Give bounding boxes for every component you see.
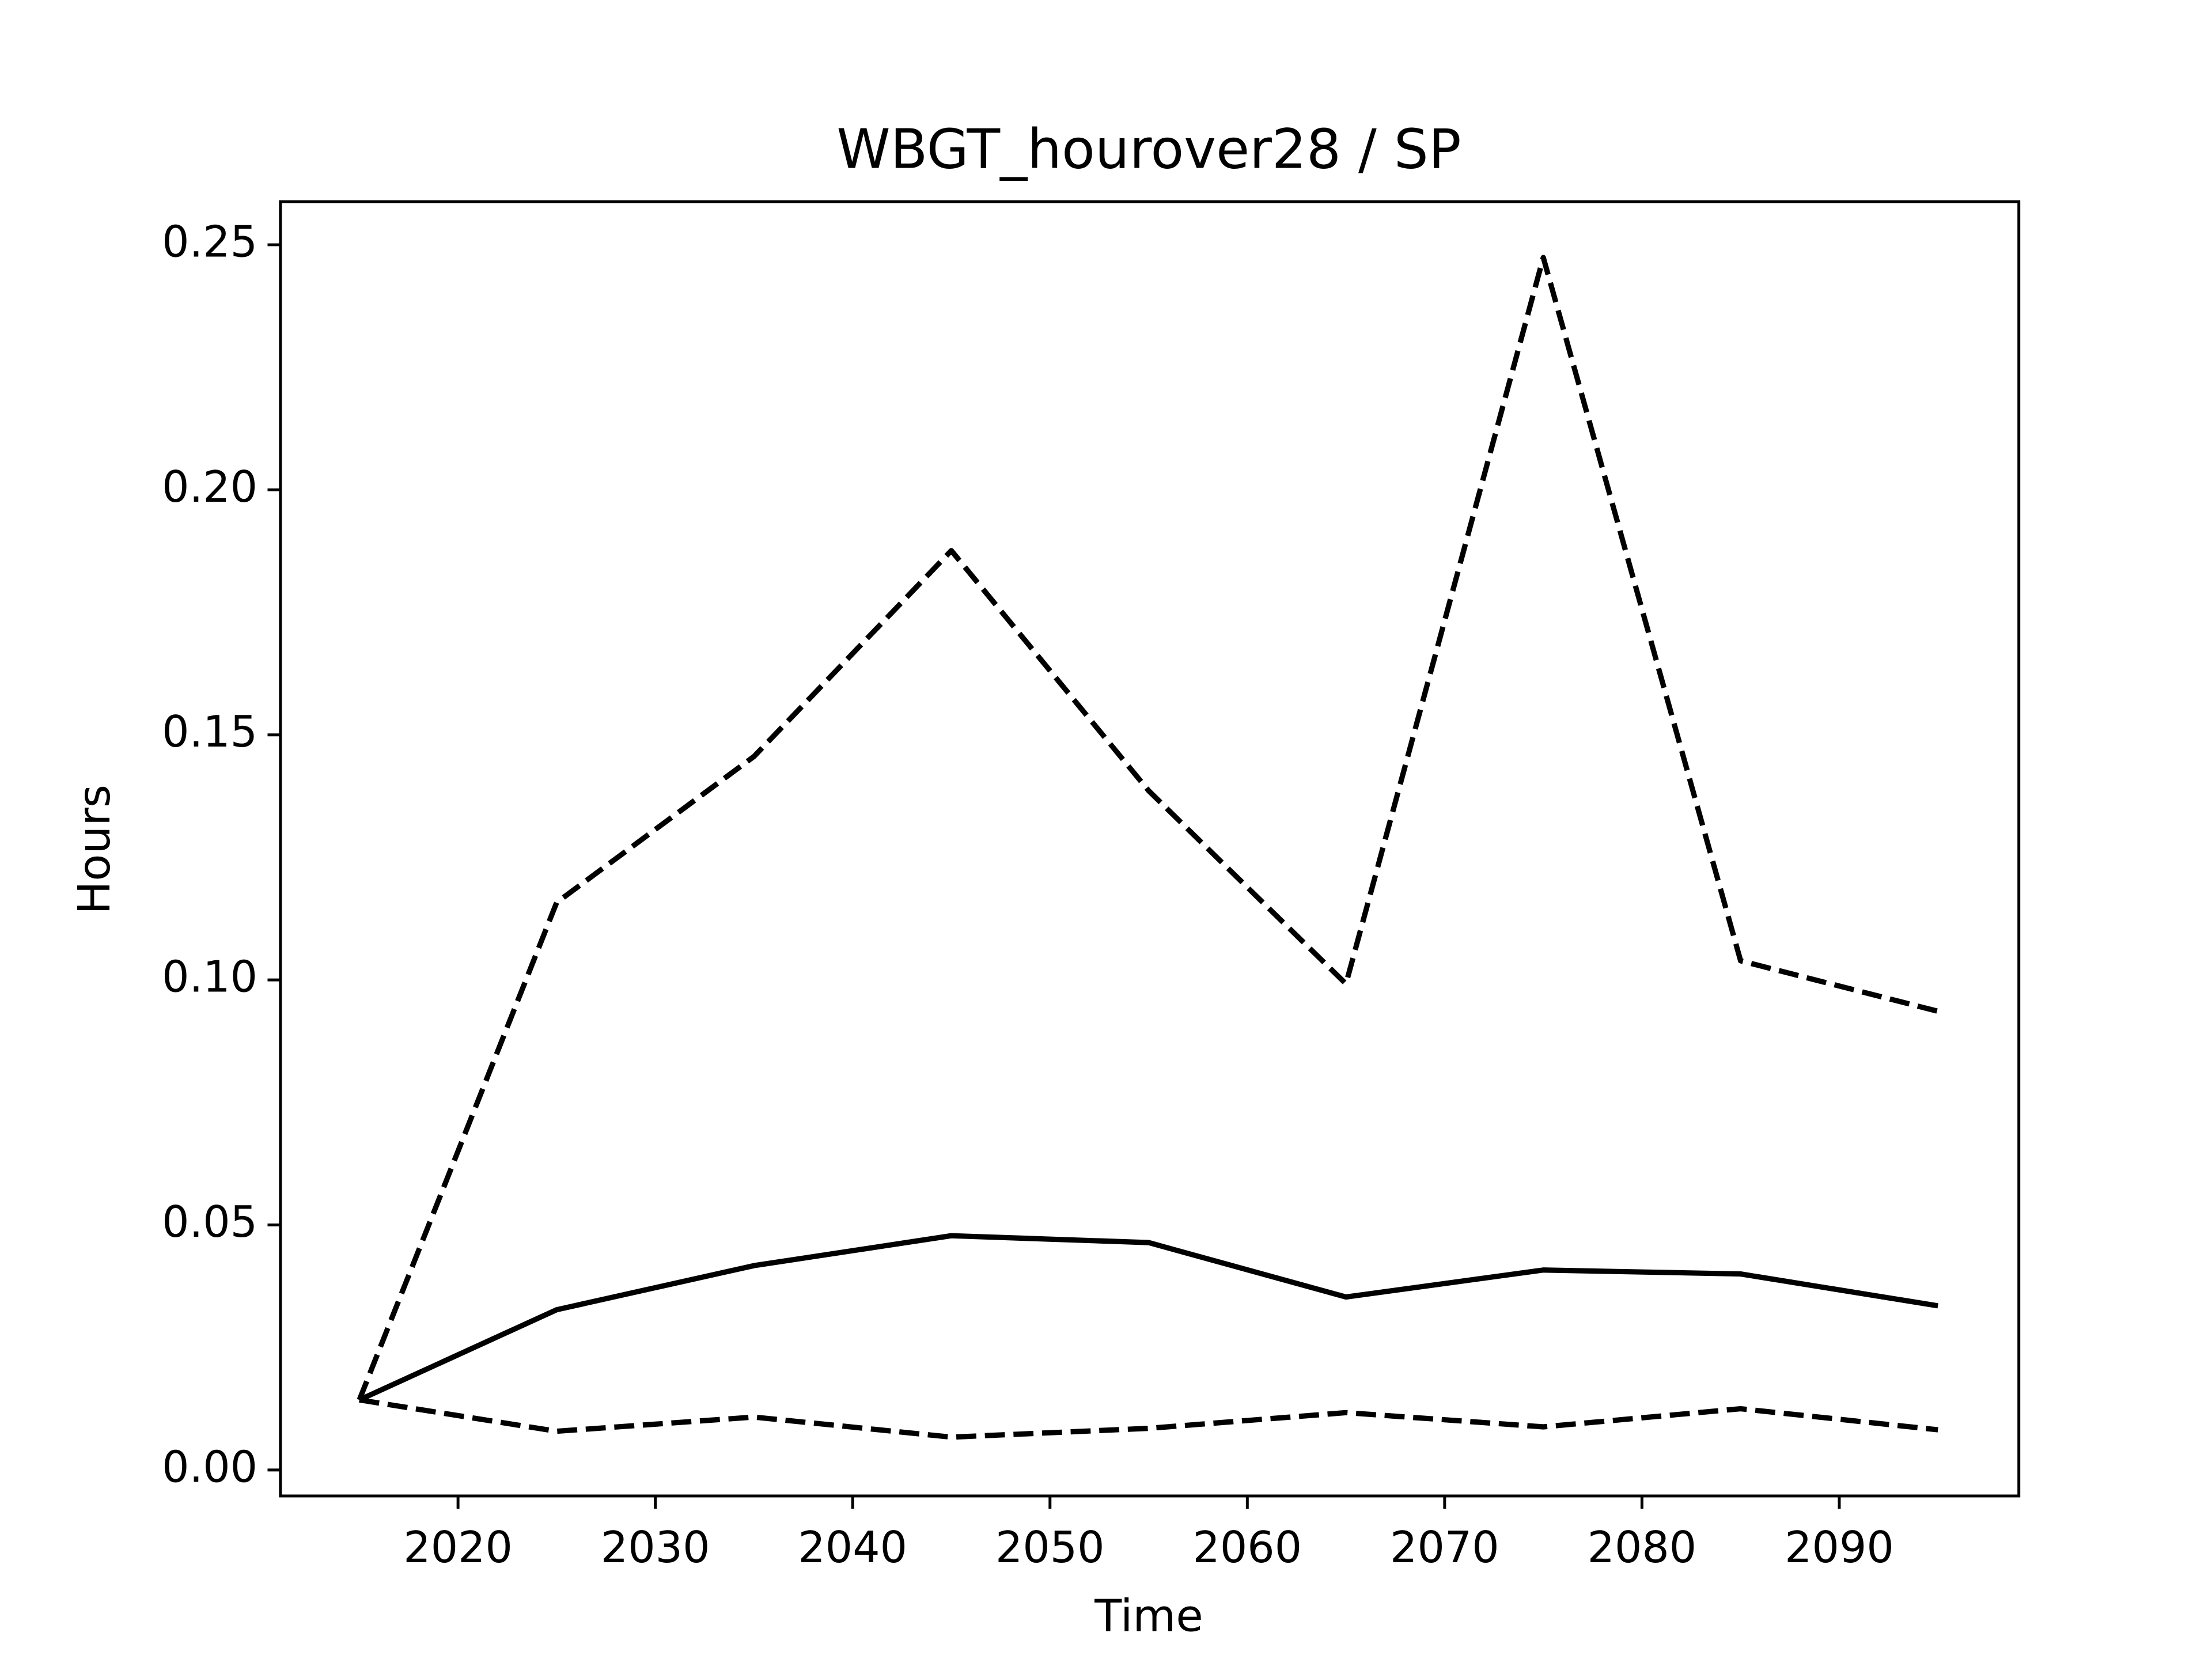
y-tick-label: 0.15 xyxy=(162,707,257,757)
line-series xyxy=(357,255,1939,1401)
y-tick-label: 0.05 xyxy=(162,1197,257,1247)
plot-frame xyxy=(279,200,2021,1498)
y-tick-label: 0.25 xyxy=(162,217,257,267)
line-series xyxy=(358,1233,1938,1403)
x-axis-label: Time xyxy=(1094,1590,1203,1642)
x-tick-label: 2080 xyxy=(1588,1522,1697,1573)
y-tick-label: 0.00 xyxy=(162,1442,257,1492)
x-tick-label: 2030 xyxy=(601,1522,710,1573)
x-tick-label: 2020 xyxy=(403,1522,513,1573)
y-tick-label: 0.20 xyxy=(162,462,257,512)
chart-title: WBGT_hourover28 / SP xyxy=(836,118,1461,181)
x-tick-label: 2070 xyxy=(1390,1522,1499,1573)
y-tick-label: 0.10 xyxy=(162,952,257,1002)
line-series xyxy=(359,1397,1938,1440)
x-tick-label: 2090 xyxy=(1785,1522,1894,1573)
x-tick-label: 2060 xyxy=(1193,1522,1302,1573)
x-tick-label: 2040 xyxy=(798,1522,907,1573)
y-axis-label: Hours xyxy=(69,785,120,914)
x-tick-label: 2050 xyxy=(995,1522,1105,1573)
